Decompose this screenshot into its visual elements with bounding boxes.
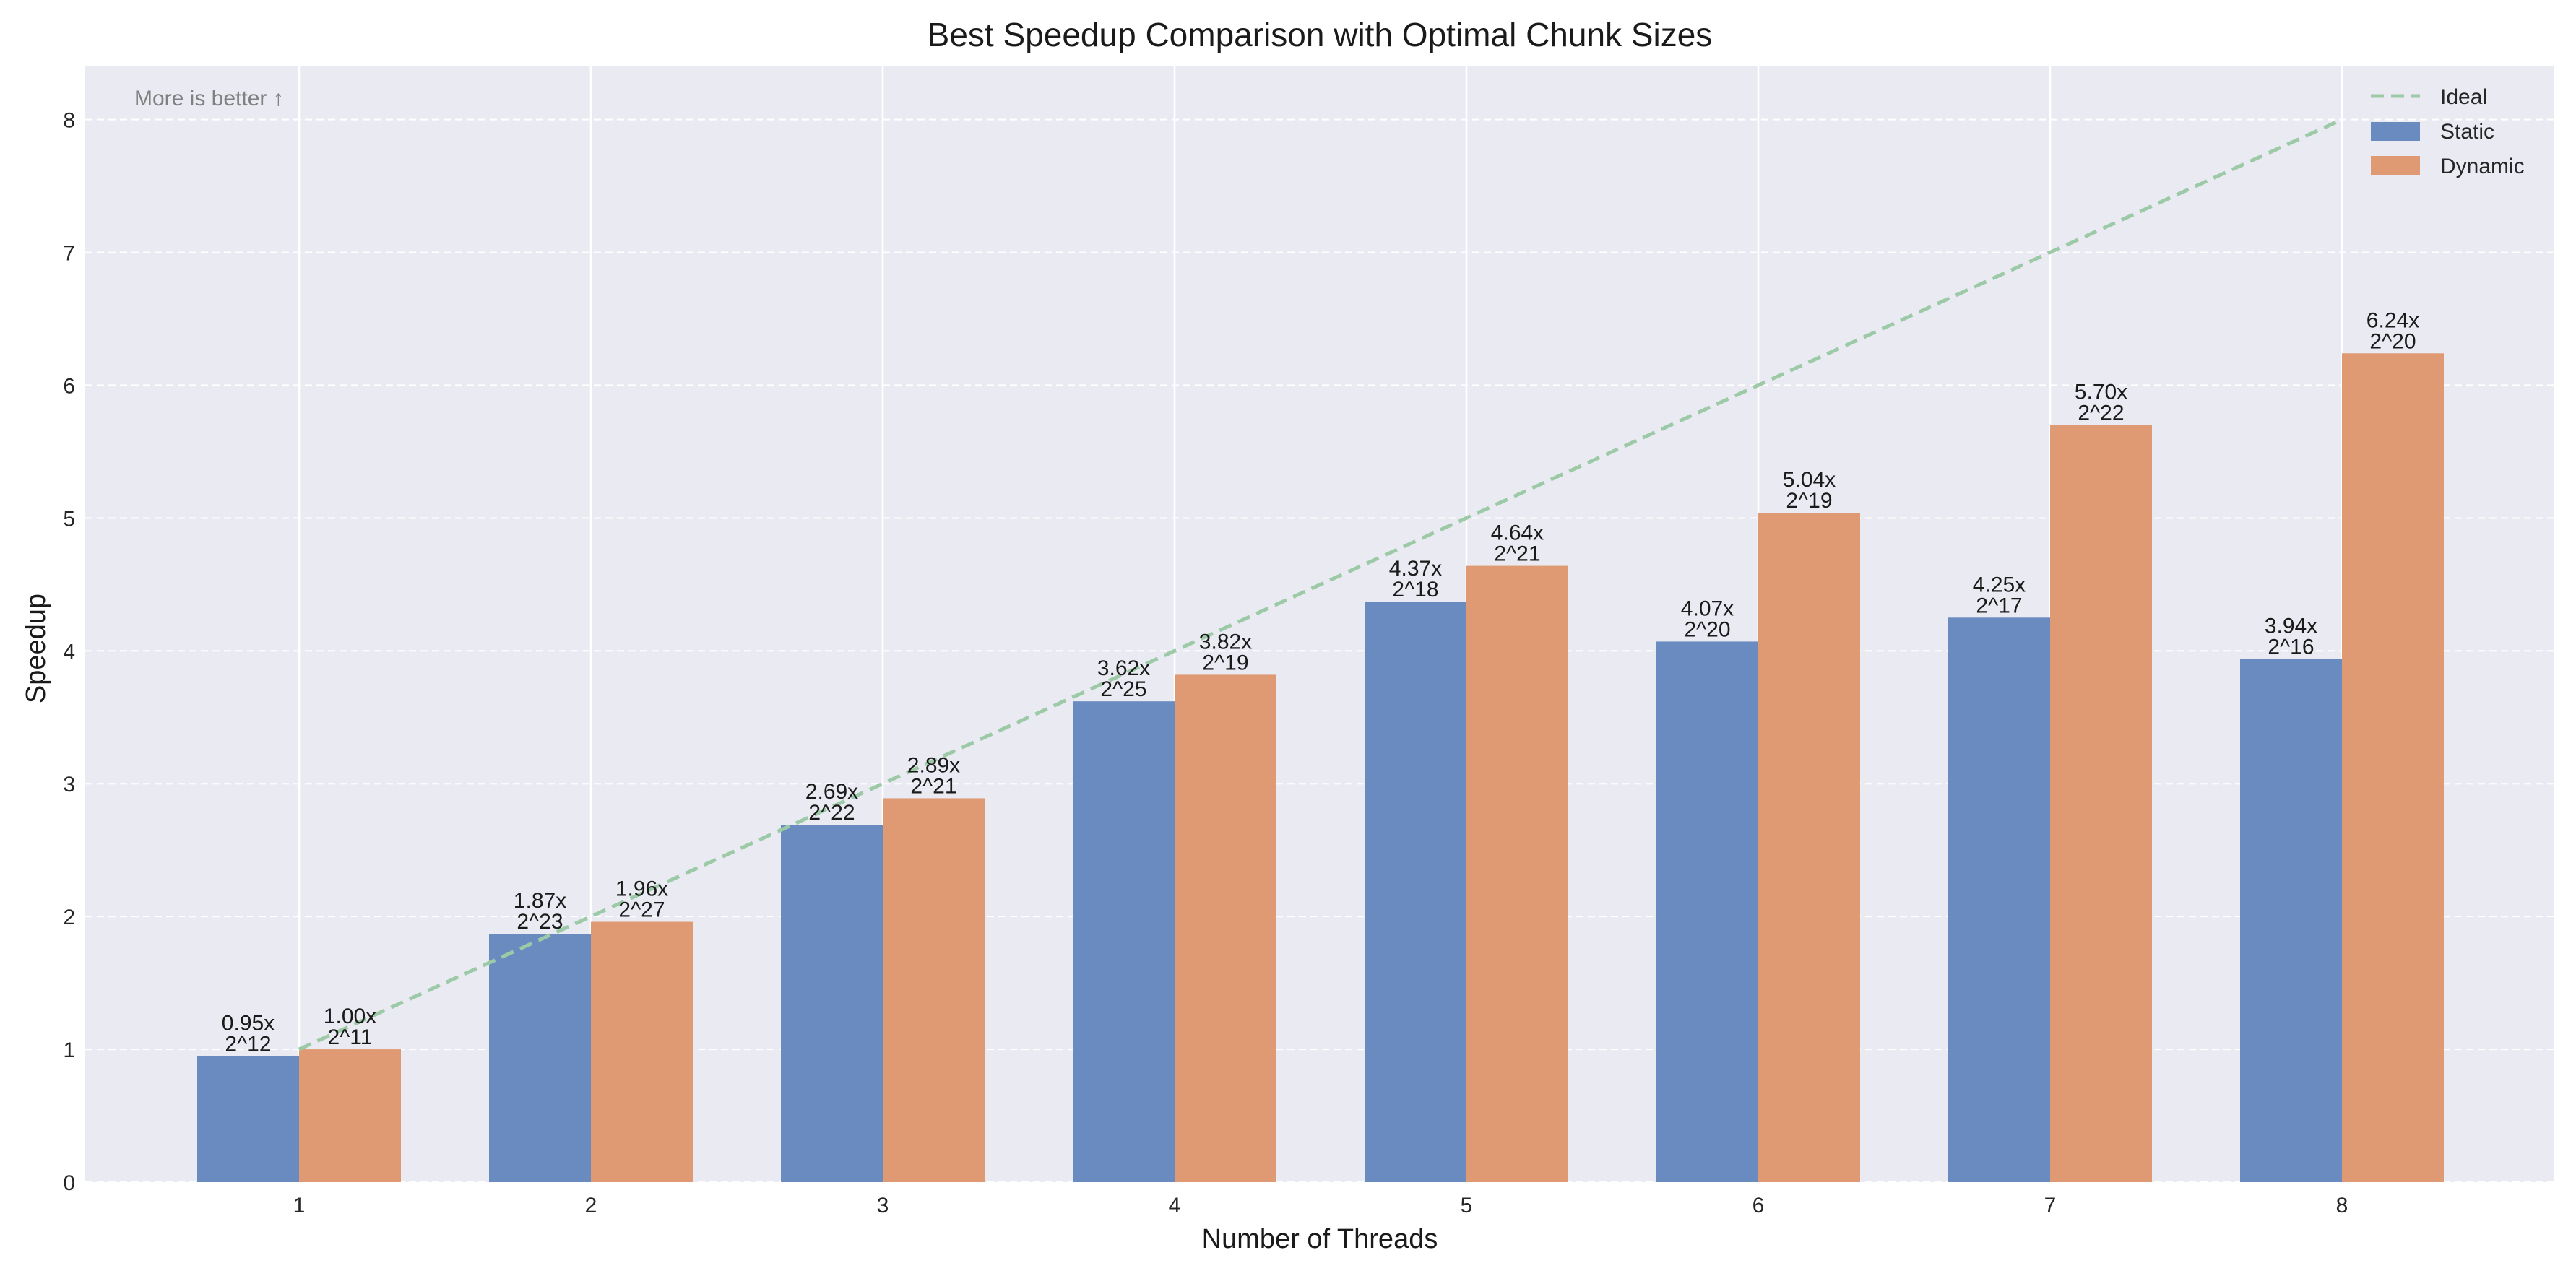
x-tick-label: 6 — [1752, 1194, 1765, 1218]
dynamic-bar — [1466, 565, 1568, 1182]
dynamic-chunk-label: 2^11 — [328, 1025, 373, 1049]
ticks-layer: 0 1 2 3 4 5 6 7 8 1 2 3 4 5 6 7 8 — [63, 109, 2348, 1218]
dynamic-bar — [299, 1049, 401, 1182]
dynamic-value-label: 1.96x — [615, 877, 668, 901]
x-tick-label: 3 — [877, 1194, 889, 1218]
y-tick-label: 8 — [63, 109, 75, 133]
legend-static-swatch — [2371, 122, 2420, 141]
bars-layer — [197, 353, 2444, 1183]
dynamic-value-label: 5.04x — [1783, 468, 1836, 492]
static-chunk-label: 2^23 — [517, 910, 563, 934]
static-value-label: 0.95x — [222, 1011, 275, 1035]
bar-labels-layer: 0.95x2^121.87x2^232.69x2^223.62x2^254.37… — [222, 308, 2419, 1056]
static-value-label: 4.25x — [1973, 573, 2026, 596]
static-value-label: 1.87x — [514, 889, 566, 913]
dynamic-bar — [591, 921, 693, 1182]
y-tick-label: 6 — [63, 374, 75, 398]
static-value-label: 4.07x — [1681, 596, 1734, 620]
dynamic-chunk-label: 2^19 — [1786, 489, 1832, 513]
static-chunk-label: 2^12 — [225, 1032, 271, 1056]
static-chunk-label: 2^22 — [808, 801, 855, 825]
x-tick-label: 4 — [1169, 1194, 1181, 1218]
static-bar — [1948, 617, 2050, 1182]
static-bar — [489, 934, 591, 1182]
x-tick-label: 7 — [2044, 1194, 2057, 1218]
dynamic-value-label: 5.70x — [2075, 381, 2127, 404]
dynamic-chunk-label: 2^27 — [618, 898, 665, 922]
annotation-note: More is better ↑ — [134, 87, 284, 110]
static-bar — [1073, 701, 1175, 1182]
x-tick-label: 2 — [585, 1194, 597, 1218]
y-axis-label: Speedup — [21, 594, 51, 703]
dynamic-chunk-label: 2^21 — [910, 774, 956, 798]
static-chunk-label: 2^25 — [1100, 677, 1146, 701]
chart-title: Best Speedup Comparison with Optimal Chu… — [928, 16, 1713, 53]
dynamic-chunk-label: 2^22 — [2078, 402, 2124, 425]
static-bar — [2240, 659, 2342, 1182]
y-tick-label: 2 — [63, 906, 75, 929]
legend-dynamic-label: Dynamic — [2440, 155, 2525, 178]
ideal-line-layer — [298, 118, 2343, 1051]
x-tick-label: 5 — [1461, 1194, 1473, 1218]
static-value-label: 4.37x — [1389, 557, 1442, 581]
static-value-label: 3.94x — [2265, 614, 2317, 638]
dynamic-value-label: 4.64x — [1491, 521, 1544, 545]
dynamic-bar — [2342, 353, 2444, 1183]
legend: Ideal Static Dynamic — [2371, 85, 2525, 178]
x-tick-label: 1 — [293, 1194, 306, 1218]
dynamic-bar — [1175, 674, 1276, 1182]
legend-dynamic-swatch — [2371, 156, 2420, 175]
static-bar — [1656, 641, 1758, 1182]
plot-background — [85, 66, 2554, 1182]
dynamic-bar — [883, 798, 985, 1182]
static-bar — [781, 825, 883, 1182]
dynamic-value-label: 6.24x — [2367, 308, 2419, 332]
static-value-label: 2.69x — [805, 780, 858, 804]
static-bar — [197, 1056, 299, 1182]
static-chunk-label: 2^17 — [1976, 594, 2022, 617]
y-tick-label: 1 — [63, 1038, 75, 1062]
legend-static-label: Static — [2440, 120, 2494, 144]
static-chunk-label: 2^18 — [1392, 578, 1438, 602]
static-bar — [1365, 602, 1466, 1182]
y-tick-label: 5 — [63, 507, 75, 531]
ideal-line — [298, 118, 2343, 1051]
dynamic-bar — [2050, 425, 2152, 1182]
y-tick-label: 0 — [63, 1171, 75, 1195]
static-chunk-label: 2^16 — [2268, 635, 2314, 659]
x-axis-label: Number of Threads — [1202, 1224, 1438, 1254]
dynamic-chunk-label: 2^19 — [1202, 651, 1248, 674]
dynamic-value-label: 3.82x — [1199, 630, 1252, 654]
dynamic-bar — [1758, 513, 1860, 1182]
x-tick-label: 8 — [2336, 1194, 2348, 1218]
legend-ideal-label: Ideal — [2440, 85, 2487, 109]
static-chunk-label: 2^20 — [1684, 617, 1730, 641]
y-tick-label: 4 — [63, 640, 75, 664]
static-value-label: 3.62x — [1097, 656, 1150, 680]
y-tick-label: 7 — [63, 242, 75, 266]
y-tick-label: 3 — [63, 773, 75, 797]
dynamic-chunk-label: 2^20 — [2369, 329, 2416, 353]
dynamic-chunk-label: 2^21 — [1494, 542, 1540, 566]
dynamic-value-label: 2.89x — [907, 753, 960, 777]
dynamic-value-label: 1.00x — [324, 1004, 376, 1028]
